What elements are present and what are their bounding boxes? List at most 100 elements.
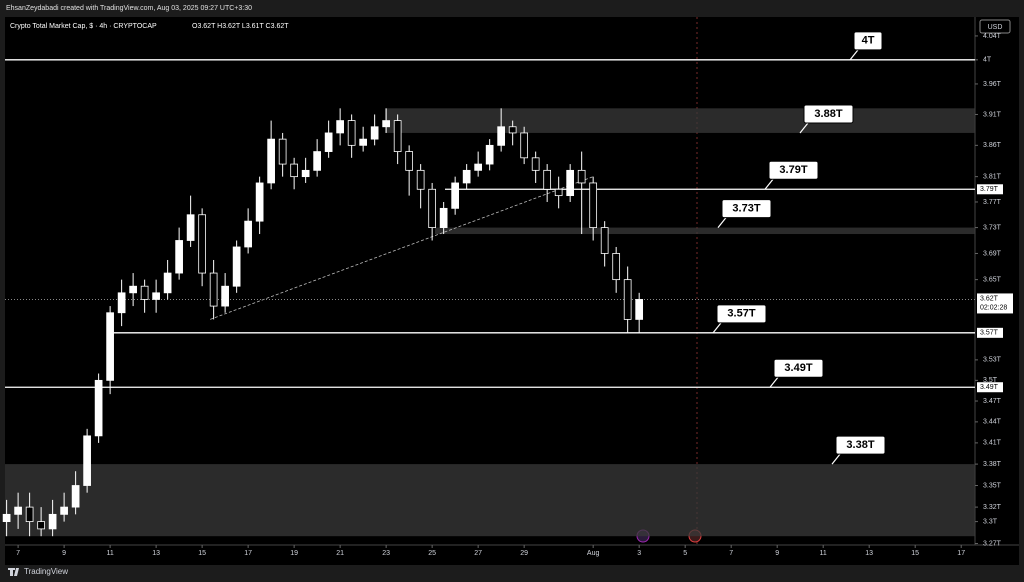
countdown: 02:02:28 <box>980 304 1007 311</box>
y-tick-label: 3.38T <box>983 461 1002 468</box>
candle-body <box>531 157 540 171</box>
x-tick-label: 23 <box>382 550 390 557</box>
y-tick-label: 3.27T <box>983 540 1002 547</box>
candle-body <box>2 513 11 523</box>
zone <box>385 108 975 133</box>
x-tick-label: 11 <box>106 550 113 557</box>
candle-body <box>71 485 80 508</box>
callout-pointer <box>769 376 779 388</box>
candle-body <box>25 506 34 523</box>
currency[interactable]: USD <box>988 24 1003 31</box>
callout-box <box>716 304 767 324</box>
candle-body <box>290 163 298 178</box>
candle-body <box>313 151 321 171</box>
price-badge <box>977 184 1003 195</box>
candle-body <box>635 299 644 320</box>
x-tick-label: 3 <box>637 550 641 557</box>
x-tick-label: 19 <box>290 550 298 557</box>
candle-body <box>451 182 460 209</box>
price-badge <box>977 382 1003 393</box>
price-badge <box>977 327 1003 338</box>
candle-body <box>543 169 552 190</box>
y-tick-label: 3.69T <box>983 250 1002 257</box>
y-tick-label: 3.73T <box>983 224 1002 231</box>
candle-body <box>370 126 379 140</box>
candle-body <box>566 169 575 197</box>
zone <box>435 227 975 235</box>
callout-label: 3.73T <box>732 202 760 214</box>
callout-pointer <box>764 178 774 190</box>
callout-pointer <box>717 217 727 228</box>
x-tick-label: 7 <box>16 550 20 557</box>
price-badge-label: 3.79T <box>980 186 999 193</box>
x-tick-label: 13 <box>865 550 873 557</box>
candle-body <box>255 182 264 222</box>
candle-body <box>152 292 160 300</box>
x-tick-label: 25 <box>428 550 436 557</box>
candle-body <box>623 279 632 320</box>
callout-label: 3.79T <box>779 164 807 176</box>
candle-body <box>83 435 91 486</box>
footer: TradingView <box>24 567 68 576</box>
candle-body <box>497 126 506 146</box>
callout-pointer <box>799 122 809 134</box>
candle-body <box>106 312 114 381</box>
callout-label: 3.49T <box>784 362 812 374</box>
candle-body <box>520 132 529 159</box>
ohlc: O3.62T H3.62T L3.61T C3.62T <box>192 23 289 30</box>
x-tick-label: 9 <box>62 550 66 557</box>
y-tick-label: 3.35T <box>983 482 1002 489</box>
x-tick-label: 13 <box>152 550 160 557</box>
currency-box[interactable] <box>979 19 1011 34</box>
callout-pointer <box>831 453 841 465</box>
y-tick-label: 3.47T <box>983 398 1002 405</box>
candle-body <box>117 292 126 314</box>
candle-body <box>244 220 252 248</box>
candle-body <box>278 138 287 165</box>
y-tick-label: 3.96T <box>983 81 1002 88</box>
callout-pointer <box>712 322 722 334</box>
x-tick-label: Aug <box>587 550 600 557</box>
callout-label: 3.88T <box>814 108 842 120</box>
candle-body <box>336 120 344 134</box>
callout-box <box>853 31 883 51</box>
callout-label: 4T <box>862 35 875 47</box>
last-price-badge <box>977 293 1013 314</box>
y-tick-label: 4.04T <box>983 33 1002 40</box>
callout-pointer <box>849 49 859 61</box>
candle-body <box>612 253 621 281</box>
y-tick-label: 4T <box>983 57 992 64</box>
x-tick-label: 15 <box>911 550 919 557</box>
candle-body <box>232 246 241 287</box>
x-tick-label: 11 <box>820 550 827 557</box>
candle-body <box>428 188 436 228</box>
trendline <box>210 176 594 320</box>
x-tick-label: 9 <box>775 550 779 557</box>
candle-body <box>405 151 413 171</box>
candle-body <box>416 169 425 190</box>
candle-body <box>508 126 517 134</box>
price-badge-label: 3.49T <box>980 384 999 391</box>
logo <box>8 568 19 576</box>
y-tick-label: 3.3T <box>983 518 998 525</box>
chart-title: Crypto Total Market Cap, $ · 4h · CRYPTO… <box>10 23 157 30</box>
candle-body <box>382 120 390 128</box>
y-tick-label: 3.32T <box>983 504 1002 511</box>
candle-body <box>129 285 137 294</box>
candle-body <box>267 138 275 184</box>
candle-body <box>393 120 402 152</box>
candle-body <box>186 214 195 241</box>
x-tick-label: 5 <box>683 550 687 557</box>
callout-box <box>773 358 824 378</box>
candle-body <box>163 272 172 294</box>
y-tick-label: 3.44T <box>983 419 1002 426</box>
candle-body <box>209 272 218 307</box>
callout-box <box>721 199 772 219</box>
y-tick-label: 3.65T <box>983 276 1002 283</box>
zone <box>5 464 975 537</box>
candle-body <box>48 513 57 530</box>
candle-body <box>577 169 586 184</box>
x-tick-label: 17 <box>244 550 252 557</box>
